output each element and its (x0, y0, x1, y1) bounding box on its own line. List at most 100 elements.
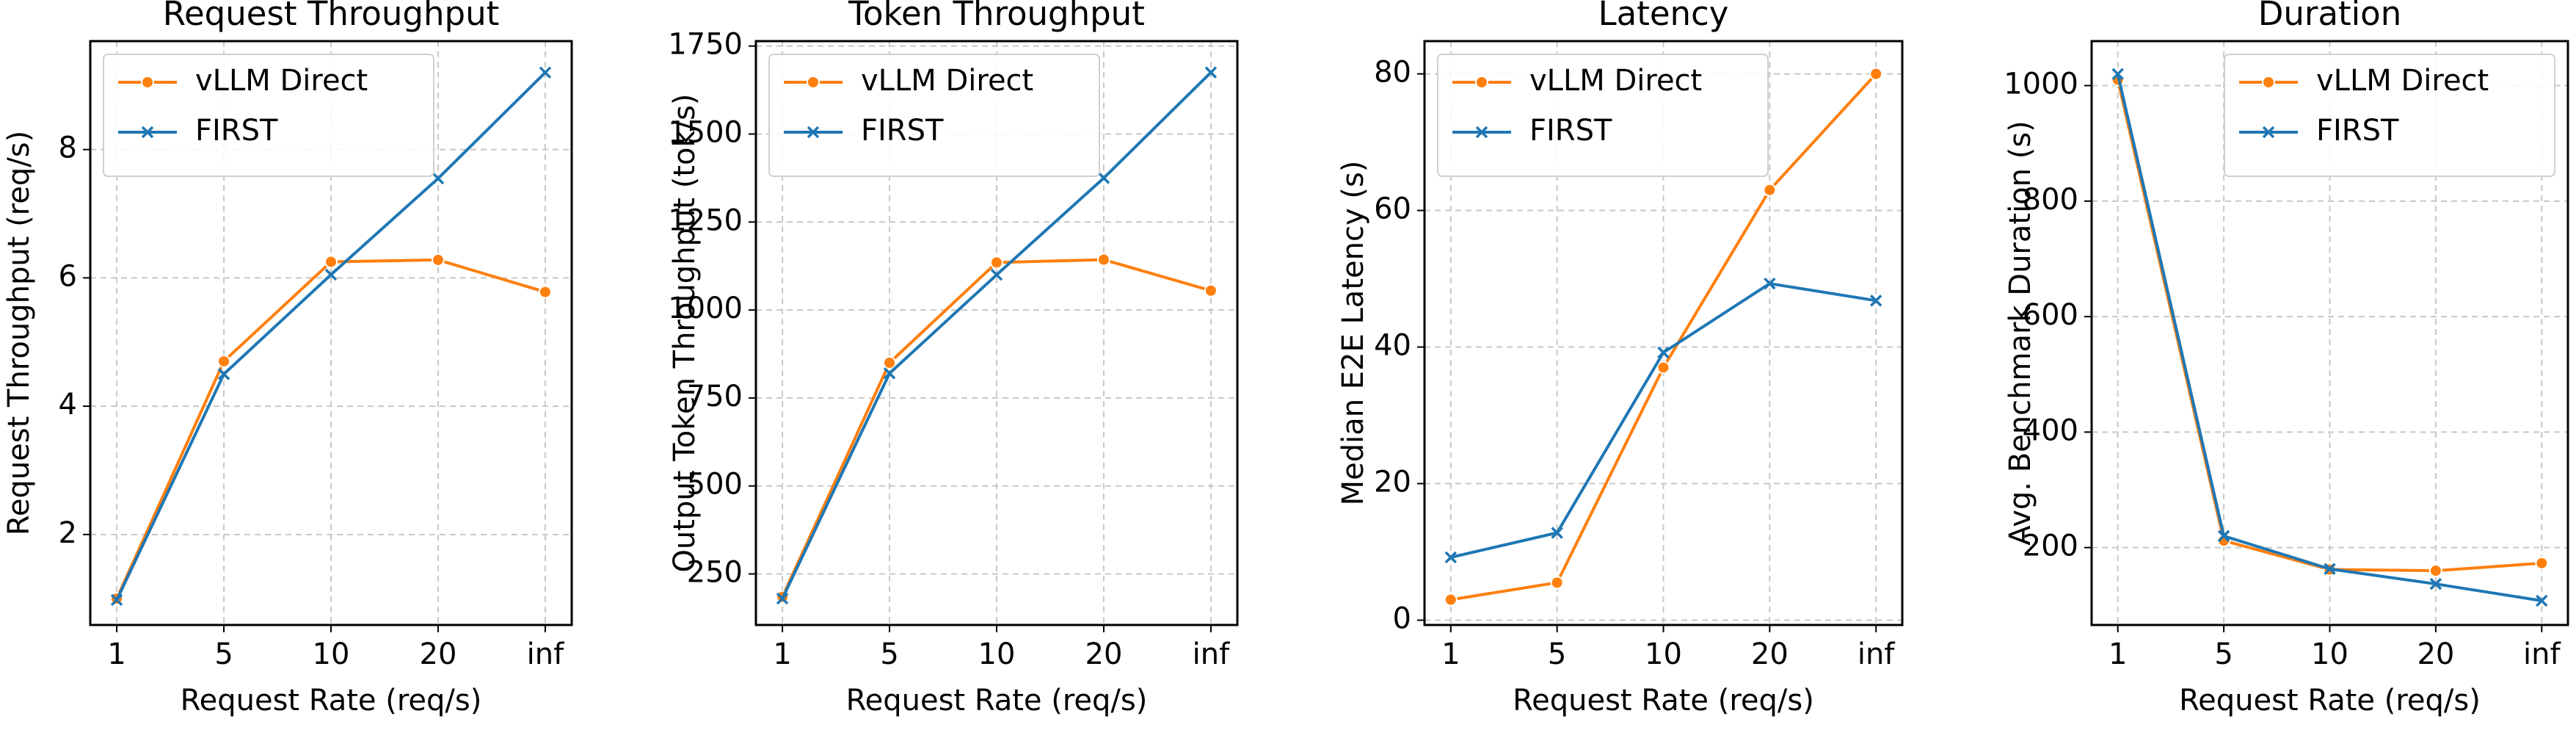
marker (990, 268, 1003, 281)
x-axis-label: Request Rate (req/s) (181, 684, 482, 717)
x-tick-label: 1 (107, 637, 125, 671)
y-tick-label: 500 (687, 468, 743, 502)
panel: Latency 0 20 40 60 80 1 5 10 20 inf Request Rate (r… (1336, 0, 1904, 717)
x-tick-label: inf (527, 637, 564, 671)
marker (2111, 68, 2124, 81)
x-tick-label: inf (1858, 637, 1895, 671)
marker (324, 268, 338, 281)
y-tick-label: 400 (2023, 413, 2078, 447)
marker (883, 367, 896, 380)
legend-box (103, 54, 434, 177)
marker (776, 592, 789, 605)
marker (1475, 126, 1488, 139)
legend-label: FIRST (861, 114, 944, 148)
x-tick-label: 20 (2417, 637, 2454, 671)
y-tick-label: 1500 (668, 116, 743, 150)
marker (432, 172, 445, 185)
plot-frame (2090, 40, 2569, 626)
marker (1204, 66, 1218, 79)
legend-label: vLLM Direct (195, 64, 368, 98)
marker (2324, 563, 2336, 575)
y-tick-label: 80 (1374, 56, 1411, 90)
y-tick-label: 40 (1374, 329, 1411, 363)
y-tick-label: 0 (1393, 601, 1411, 635)
marker (2262, 76, 2275, 89)
marker (2429, 577, 2442, 590)
marker (1444, 551, 1458, 564)
legend-box (768, 54, 1100, 177)
marker (1550, 576, 1564, 590)
panel: Duration 200 400 600 800 1000 1 5 10 20 inf Request… (2004, 0, 2569, 717)
y-axis-label: Output Token Throughput (tok/s) (668, 93, 702, 572)
x-axis-label: Request Rate (req/s) (846, 684, 1148, 717)
y-tick-label: 8 (59, 131, 77, 165)
marker (1475, 76, 1488, 89)
y-axis-label: Avg. Benchmark Duration (s) (2004, 120, 2037, 546)
x-tick-label: 10 (1645, 637, 1682, 671)
marker (2262, 126, 2275, 139)
x-tick-label: 5 (1548, 637, 1566, 671)
y-tick-label: 60 (1374, 192, 1411, 226)
y-tick-label: 1000 (668, 292, 743, 325)
x-tick-label: 20 (420, 637, 457, 671)
x-tick-label: 20 (1751, 637, 1789, 671)
marker (807, 126, 820, 139)
marker (883, 355, 897, 369)
x-tick-label: 20 (1085, 637, 1123, 671)
x-tick-label: 1 (1441, 637, 1460, 671)
x-tick-label: 1 (2109, 637, 2127, 671)
panel-title: Latency (1598, 0, 1729, 33)
y-tick-label: 1250 (668, 203, 743, 237)
legend-label: vLLM Direct (1529, 64, 1702, 98)
marker (431, 253, 445, 267)
marker (1656, 361, 1670, 375)
legend-label: vLLM Direct (861, 64, 1033, 98)
y-tick-label: 750 (687, 380, 743, 413)
panel-title: Request Throughput (163, 0, 499, 33)
marker (2535, 556, 2549, 570)
marker (538, 285, 552, 299)
x-tick-label: 1 (773, 637, 791, 671)
x-tick-label: 5 (880, 637, 898, 671)
marker (1096, 253, 1110, 267)
legend-label: FIRST (195, 114, 278, 148)
x-tick-label: 10 (978, 637, 1016, 671)
y-axis-label: Median E2E Latency (s) (1336, 161, 1370, 506)
legend-box (1437, 54, 1769, 177)
y-tick-label: 800 (2023, 183, 2078, 217)
marker (990, 256, 1003, 270)
marker (1204, 283, 1218, 297)
panel-title: Token Throughput (848, 0, 1145, 33)
x-tick-label: 10 (2311, 637, 2348, 671)
y-tick-label: 4 (59, 388, 77, 422)
marker (539, 66, 552, 79)
marker (217, 368, 230, 380)
marker (1869, 294, 1882, 307)
y-tick-label: 200 (2023, 529, 2078, 563)
panel: Request Throughput 2 4 6 8 1 5 10 20 inf Request R… (2, 0, 573, 717)
y-tick-label: 250 (687, 556, 743, 590)
marker (1764, 277, 1776, 290)
marker (1097, 172, 1110, 184)
legend-box (2224, 54, 2555, 177)
marker (807, 76, 820, 89)
y-tick-label: 600 (2023, 298, 2078, 332)
marker (1444, 593, 1458, 607)
marker (110, 593, 123, 607)
marker (217, 354, 231, 368)
legend-label: FIRST (1529, 114, 1612, 148)
y-tick-label: 1000 (2004, 68, 2078, 101)
x-tick-label: 5 (214, 637, 233, 671)
marker (1763, 183, 1777, 197)
marker (1869, 67, 1883, 81)
marker (1657, 346, 1670, 359)
panel: Token Throughput 250 500 750 1000 1250 1500 175… (668, 0, 1239, 717)
plot-frame (754, 40, 1239, 626)
y-tick-label: 6 (59, 259, 77, 293)
y-tick-label: 2 (59, 516, 77, 550)
x-tick-label: 5 (2214, 637, 2233, 671)
plot-frame (1423, 40, 1904, 626)
y-axis-label: Request Throughput (req/s) (2, 131, 36, 535)
marker (324, 255, 338, 269)
